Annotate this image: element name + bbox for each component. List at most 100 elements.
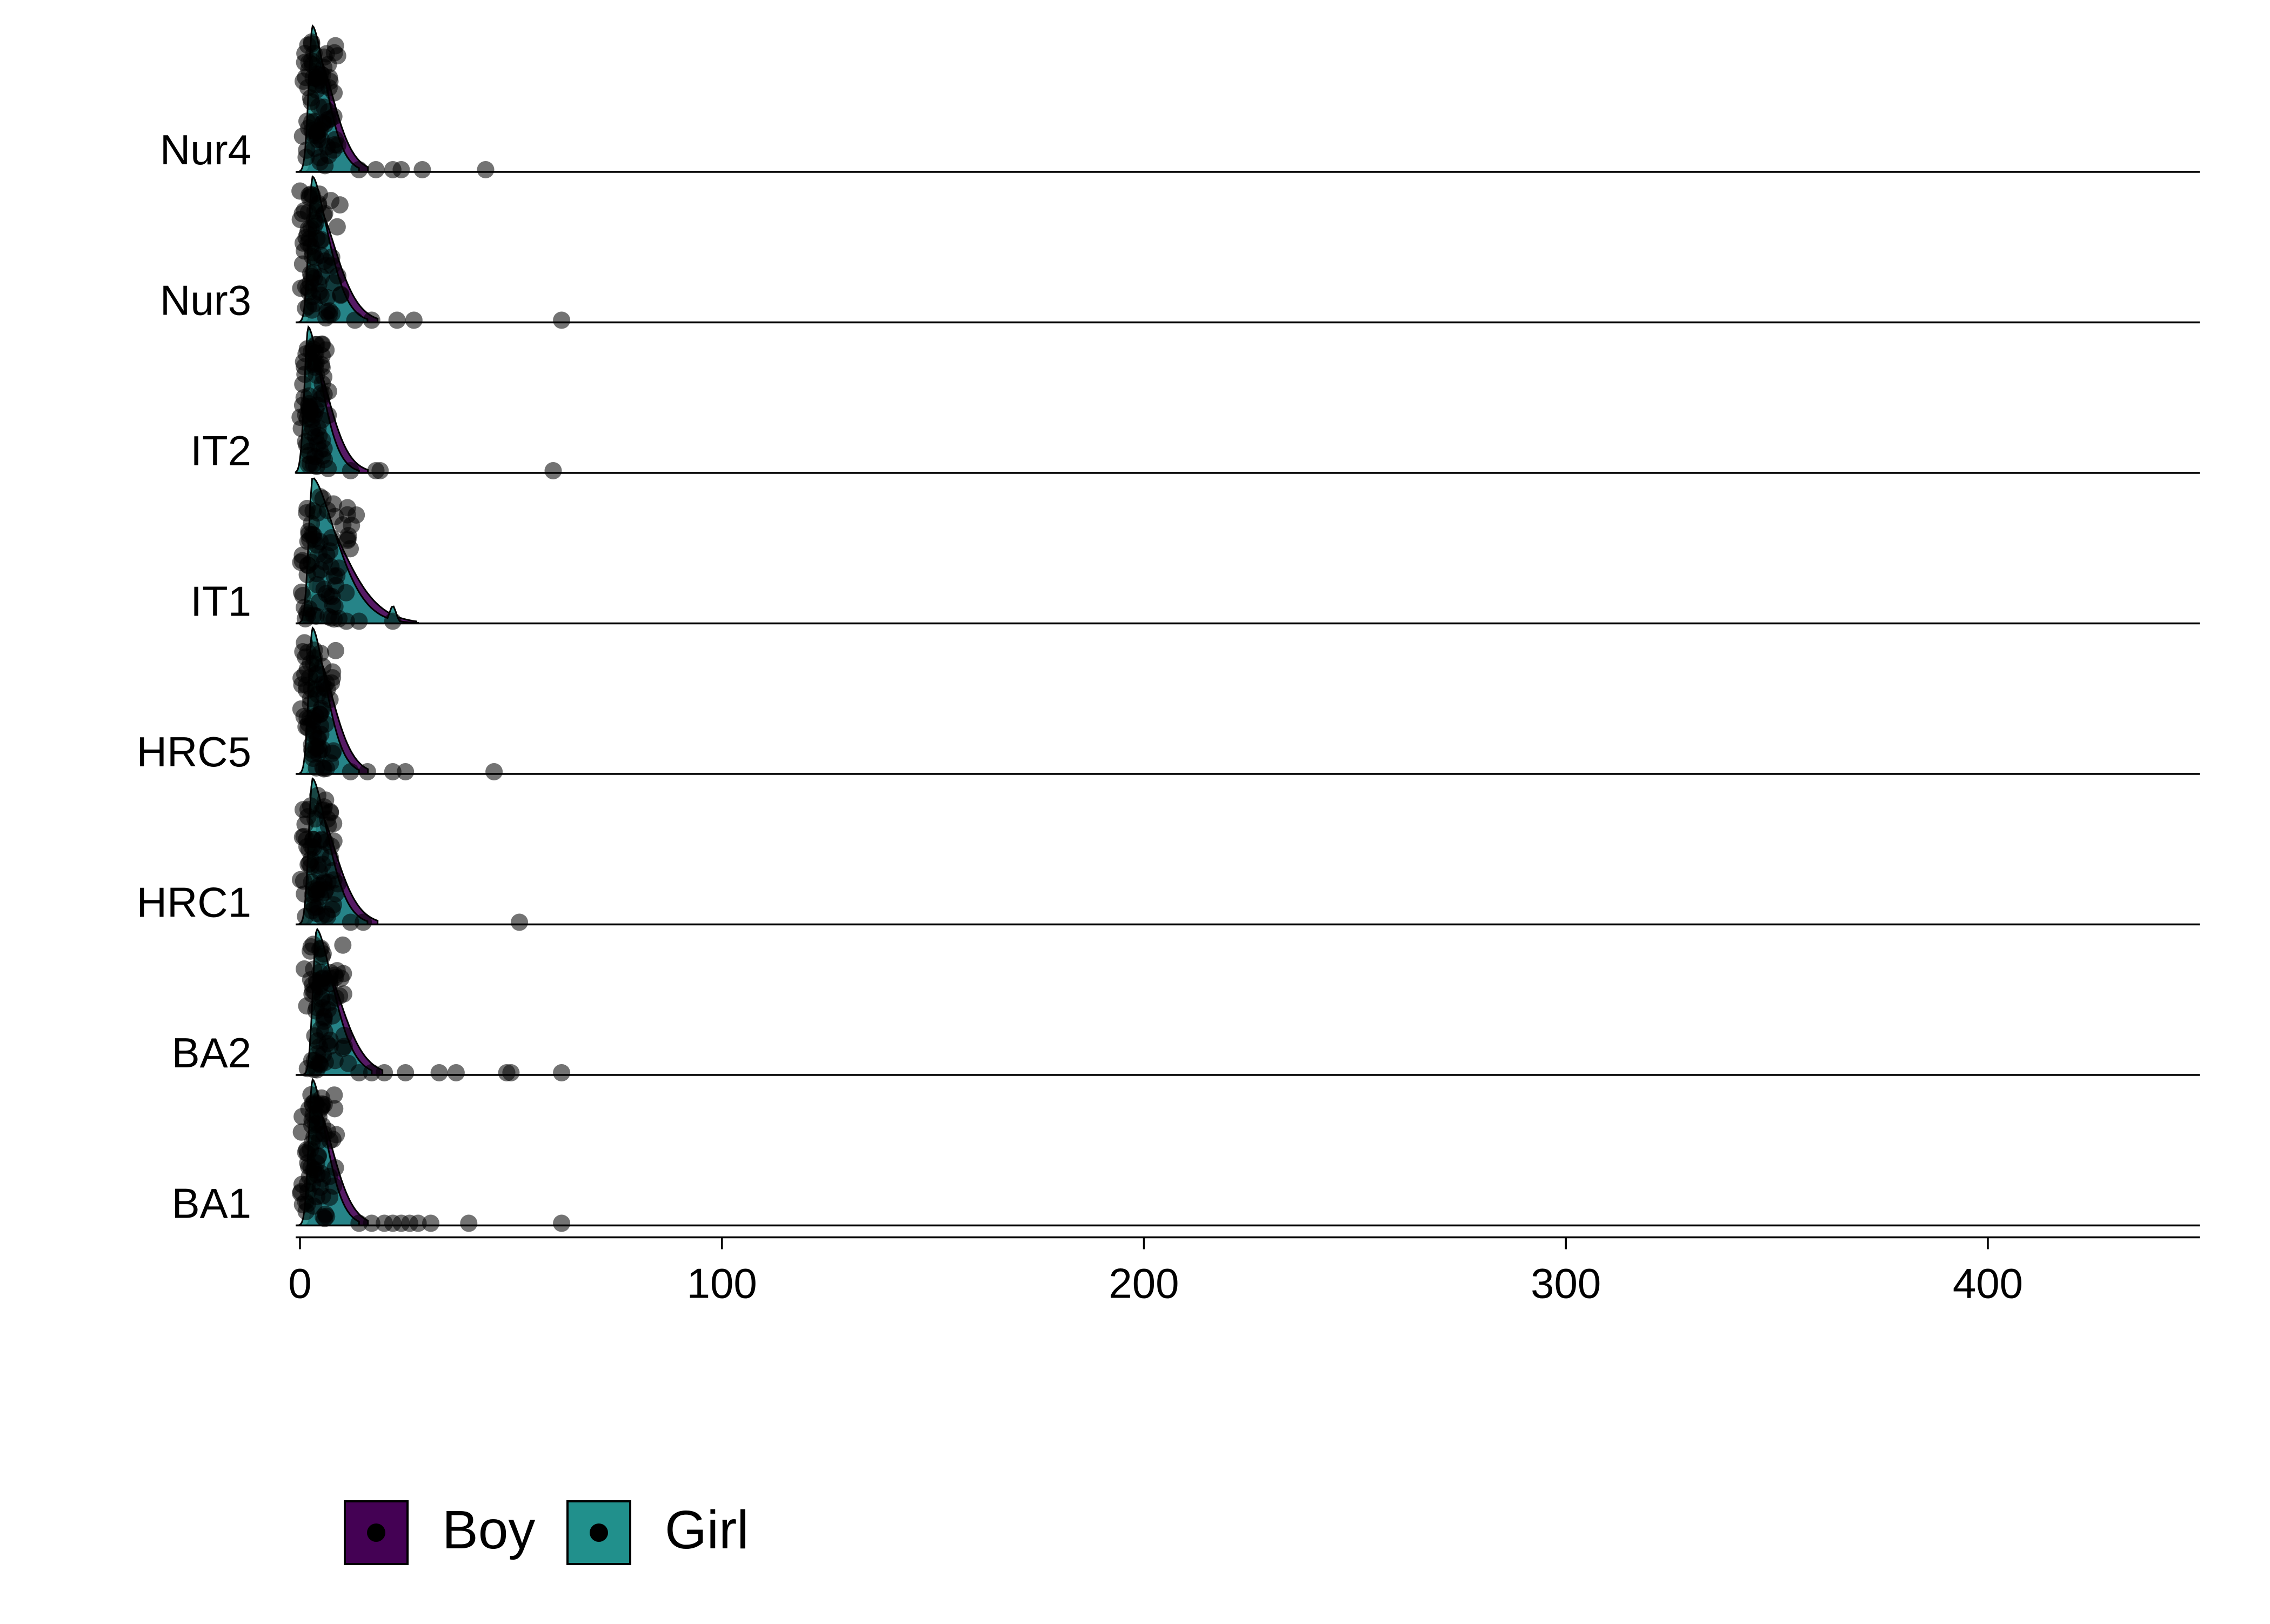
point-outlier-hrc5 bbox=[397, 763, 415, 780]
y-label-hrc5: HRC5 bbox=[137, 728, 251, 776]
point-hrc1 bbox=[312, 831, 330, 849]
point-hrc5 bbox=[325, 742, 343, 760]
point-outlier-ba2 bbox=[553, 1064, 571, 1081]
point-outlier-it2 bbox=[371, 462, 389, 479]
point-nur3 bbox=[323, 305, 341, 323]
point-ba1 bbox=[293, 1108, 311, 1126]
y-label-ba2: BA2 bbox=[172, 1029, 251, 1077]
point-ba2 bbox=[335, 985, 352, 1003]
point-it1 bbox=[298, 604, 316, 621]
point-nur4 bbox=[326, 131, 344, 149]
point-hrc5 bbox=[309, 745, 327, 763]
y-label-hrc1: HRC1 bbox=[137, 879, 251, 926]
point-it1 bbox=[325, 567, 343, 585]
point-hrc5 bbox=[311, 705, 329, 723]
point-outlier-ba2 bbox=[502, 1064, 520, 1081]
point-ba2 bbox=[322, 964, 339, 981]
point-outlier-nur4 bbox=[477, 161, 495, 178]
point-ba2 bbox=[305, 1052, 323, 1070]
point-hrc1 bbox=[319, 817, 337, 834]
point-outlier-ba2 bbox=[397, 1064, 415, 1081]
point-nur3 bbox=[311, 185, 328, 203]
point-ba2 bbox=[304, 982, 322, 1000]
point-outlier-ba2 bbox=[430, 1064, 448, 1081]
legend-item-boy: Boy bbox=[344, 1500, 535, 1565]
point-outlier-nur3 bbox=[363, 311, 380, 329]
point-nur4 bbox=[311, 149, 329, 166]
point-nur3 bbox=[332, 285, 350, 303]
point-nur3 bbox=[296, 242, 313, 260]
point-ba2 bbox=[302, 942, 319, 960]
point-nur4 bbox=[297, 149, 315, 166]
x-tick-label-100: 100 bbox=[687, 1260, 757, 1307]
point-it1 bbox=[337, 584, 355, 602]
point-outlier-nur4 bbox=[392, 161, 410, 178]
point-outlier-hrc5 bbox=[358, 763, 376, 780]
point-it2 bbox=[306, 447, 324, 465]
y-axis-labels: BA1 BA2 HRC1 HRC5 IT1 IT2 Nur3 Nur4 bbox=[137, 126, 251, 1227]
point-outlier-it2 bbox=[342, 462, 359, 479]
point-it1 bbox=[314, 490, 332, 507]
point-hrc1 bbox=[297, 907, 315, 925]
point-nur3 bbox=[299, 279, 317, 297]
point-outlier-it2 bbox=[544, 462, 562, 479]
point-outlier-it1 bbox=[384, 612, 402, 630]
point-hrc1 bbox=[309, 857, 327, 874]
point-ba1 bbox=[298, 1195, 316, 1213]
point-hrc1 bbox=[309, 787, 326, 804]
point-nur4 bbox=[316, 115, 334, 133]
points-layer bbox=[291, 33, 571, 1232]
legend-label-girl: Girl bbox=[665, 1500, 749, 1560]
point-it1 bbox=[299, 557, 317, 574]
point-outlier-ba2 bbox=[447, 1064, 465, 1081]
point-it1 bbox=[343, 517, 360, 534]
point-outlier-it1 bbox=[337, 612, 355, 630]
point-it2 bbox=[304, 419, 322, 437]
point-outlier-nur4 bbox=[367, 161, 385, 178]
point-outlier-ba1 bbox=[553, 1214, 571, 1232]
point-outlier-nur4 bbox=[350, 161, 368, 178]
point-outlier-hrc5 bbox=[342, 763, 359, 780]
point-ba1 bbox=[306, 1115, 324, 1133]
legend-label-boy: Boy bbox=[442, 1500, 535, 1560]
point-hrc5 bbox=[327, 641, 344, 659]
point-nur4 bbox=[310, 98, 328, 116]
point-outlier-hrc5 bbox=[485, 763, 503, 780]
point-nur4 bbox=[325, 84, 343, 102]
y-label-nur3: Nur3 bbox=[160, 277, 251, 324]
point-nur3 bbox=[318, 289, 336, 306]
point-ba2 bbox=[314, 945, 332, 963]
point-hrc1 bbox=[310, 877, 328, 894]
point-outlier-ba1 bbox=[422, 1214, 439, 1232]
x-tick-label-400: 400 bbox=[1953, 1260, 2023, 1307]
point-it1 bbox=[298, 504, 316, 522]
point-outlier-ba1 bbox=[409, 1214, 427, 1232]
point-outlier-nur3 bbox=[553, 311, 571, 329]
point-it1 bbox=[305, 530, 323, 548]
point-outlier-nur4 bbox=[413, 161, 431, 178]
legend: Boy Girl bbox=[344, 1500, 749, 1565]
point-ba1 bbox=[300, 1158, 318, 1175]
point-ba1 bbox=[297, 1144, 315, 1161]
point-it1 bbox=[292, 583, 310, 601]
point-outlier-hrc1 bbox=[355, 913, 372, 931]
point-it2 bbox=[315, 385, 333, 403]
point-it2 bbox=[303, 343, 321, 360]
point-outlier-hrc1 bbox=[511, 913, 528, 931]
point-hrc5 bbox=[324, 669, 342, 687]
point-outlier-hrc5 bbox=[384, 763, 402, 780]
point-hrc5 bbox=[305, 641, 323, 659]
point-nur3 bbox=[323, 248, 340, 266]
point-nur3 bbox=[298, 225, 316, 243]
point-outlier-ba2 bbox=[350, 1064, 368, 1081]
point-ba1 bbox=[298, 1175, 316, 1193]
point-outlier-ba1 bbox=[350, 1214, 368, 1232]
y-label-it2: IT2 bbox=[190, 427, 251, 474]
point-hrc5 bbox=[316, 687, 333, 705]
point-outlier-nur3 bbox=[388, 311, 406, 329]
point-ba1 bbox=[313, 1098, 331, 1116]
point-nur4 bbox=[321, 69, 338, 86]
point-nur3 bbox=[306, 202, 324, 220]
